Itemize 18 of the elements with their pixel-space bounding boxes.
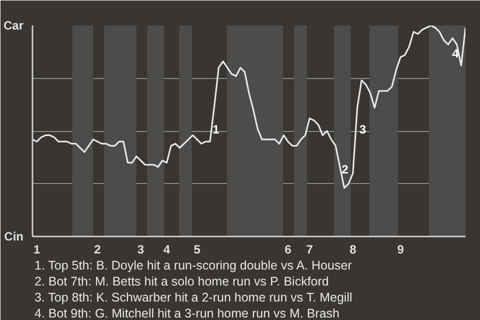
- text: 2. Bot 7th: M. Betts hit a solo home run vs P. Bickford: [34, 274, 329, 288]
- x-tick-label: 5: [194, 242, 201, 256]
- text: 4. Bot 9th: G. Mitchell hit a 3-run home run vs M. Brash: [34, 306, 340, 320]
- annotation: 1: [212, 122, 220, 136]
- text: 3. Top 8th: K. Schwarber hit a 2-run home run vs T. Megill: [34, 290, 352, 304]
- x-tick-label: 8: [350, 242, 357, 256]
- x-tick-label: 4: [163, 242, 170, 256]
- x-tick-label: 3: [137, 242, 144, 256]
- annotation: 3: [359, 122, 366, 136]
- text: Cin: [4, 230, 24, 244]
- x-tick-label: 9: [397, 242, 404, 256]
- x-tick-label: 1: [33, 242, 40, 256]
- annotation: 2: [342, 162, 349, 176]
- text: 1. Top 5th: B. Doyle hit a run-scoring double vs A. Houser: [34, 258, 352, 272]
- text: Car: [3, 18, 24, 32]
- x-tick-label: 7: [306, 242, 314, 256]
- x-tick-label: 2: [94, 242, 102, 256]
- x-tick-label: 6: [284, 242, 292, 256]
